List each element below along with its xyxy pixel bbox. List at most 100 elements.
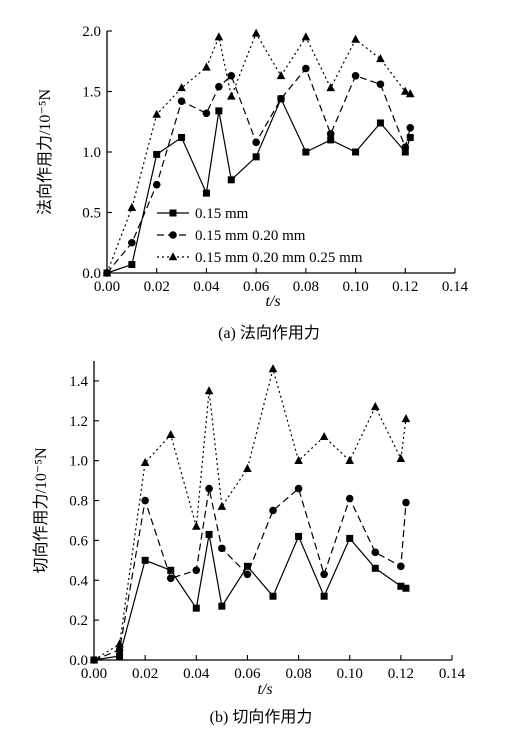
- data-point: [177, 97, 186, 105]
- data-point: [397, 562, 405, 571]
- data-point: [327, 136, 335, 144]
- data-point: [202, 189, 210, 197]
- x-axis-label: t/s: [265, 293, 280, 310]
- data-point: [202, 109, 211, 118]
- data-point: [302, 64, 310, 73]
- data-point: [202, 62, 211, 71]
- data-point: [326, 130, 335, 138]
- data-point: [141, 556, 149, 564]
- x-tick-label: 0.02: [144, 279, 170, 295]
- data-point: [326, 83, 336, 92]
- data-point: [320, 570, 328, 579]
- x-tick-label: 0.10: [337, 666, 363, 682]
- data-point: [115, 639, 124, 648]
- data-point: [115, 646, 124, 654]
- data-point: [243, 463, 252, 472]
- data-point: [252, 153, 260, 161]
- y-axis-label: 法向作用力/10⁻⁵N: [36, 89, 54, 215]
- y-tick-label: 2.0: [82, 24, 101, 40]
- data-point: [402, 584, 410, 592]
- x-tick-label: 0.02: [132, 666, 158, 682]
- y-tick-label: 0.2: [69, 613, 88, 629]
- data-point: [401, 148, 409, 156]
- x-tick-label: 0.04: [193, 279, 220, 295]
- data-point: [294, 455, 303, 464]
- data-point: [243, 570, 252, 579]
- y-tick-label: 0.5: [82, 206, 101, 222]
- legend-marker: [169, 209, 177, 217]
- data-point: [192, 566, 201, 575]
- data-point: [227, 71, 236, 80]
- legend-marker: [169, 231, 177, 239]
- x-tick-label: 0.06: [234, 666, 261, 682]
- data-point: [127, 202, 137, 211]
- data-point: [141, 496, 149, 505]
- data-point: [116, 652, 124, 660]
- legend-marker: [168, 252, 178, 261]
- legend-entry: 0.15 mm 0.20 mm: [195, 228, 306, 244]
- x-tick-label: 0.00: [94, 279, 120, 295]
- x-tick-label: 0.08: [293, 279, 319, 295]
- data-point: [152, 180, 161, 189]
- data-point: [153, 150, 161, 158]
- data-point: [277, 94, 285, 103]
- data-point: [205, 484, 213, 493]
- data-point: [269, 592, 277, 600]
- series-line-3: [93, 366, 407, 661]
- data-point: [294, 484, 303, 493]
- data-point: [370, 402, 380, 411]
- y-tick-label: 1.4: [69, 374, 88, 390]
- data-point: [351, 34, 360, 43]
- chart-caption: (a) 法向作用力: [218, 324, 320, 342]
- data-point: [376, 80, 385, 89]
- series-line-1: [93, 534, 407, 661]
- data-point: [376, 119, 384, 127]
- data-point: [268, 364, 278, 373]
- legend-entry: 0.15 mm 0.20 mm 0.25 mm: [195, 250, 363, 266]
- x-tick-label: 0.10: [342, 279, 368, 295]
- data-point: [177, 83, 186, 92]
- data-point: [345, 494, 354, 503]
- data-point: [345, 455, 355, 464]
- data-point: [218, 602, 226, 610]
- x-tick-label: 0.12: [388, 666, 414, 682]
- data-point: [302, 148, 310, 156]
- data-point: [400, 86, 410, 95]
- data-point: [406, 124, 415, 132]
- data-point: [401, 414, 411, 423]
- data-point: [215, 107, 223, 115]
- chart-caption: (b) 切向作用力: [210, 708, 313, 726]
- data-point: [178, 133, 186, 141]
- y-tick-label: 1.0: [69, 454, 88, 470]
- data-point: [401, 143, 410, 151]
- data-point: [276, 70, 286, 80]
- data-point: [320, 592, 328, 600]
- data-point: [152, 109, 162, 118]
- data-point: [226, 91, 236, 100]
- data-point: [128, 238, 136, 247]
- series-line-1: [106, 97, 411, 274]
- x-tick-label: 0.06: [243, 279, 270, 295]
- data-point: [402, 498, 410, 507]
- data-point: [89, 655, 99, 664]
- data-point: [406, 133, 414, 141]
- data-point: [140, 457, 150, 466]
- data-point: [269, 506, 277, 515]
- y-tick-label: 0.0: [69, 653, 88, 669]
- x-tick-label: 0.08: [285, 666, 311, 682]
- y-tick-label: 1.5: [82, 85, 101, 101]
- data-point: [252, 138, 260, 147]
- data-point: [251, 28, 261, 37]
- data-point: [167, 566, 175, 574]
- data-point: [301, 32, 311, 41]
- x-tick-label: 0.14: [439, 666, 466, 682]
- y-tick-label: 1.0: [82, 145, 101, 161]
- data-point: [371, 548, 380, 557]
- data-point: [215, 82, 223, 91]
- data-point: [319, 431, 329, 441]
- data-point: [192, 604, 200, 612]
- data-point: [351, 71, 360, 80]
- data-point: [405, 89, 415, 98]
- y-tick-label: 0.8: [69, 494, 88, 510]
- x-axis-label: t/s: [257, 681, 272, 698]
